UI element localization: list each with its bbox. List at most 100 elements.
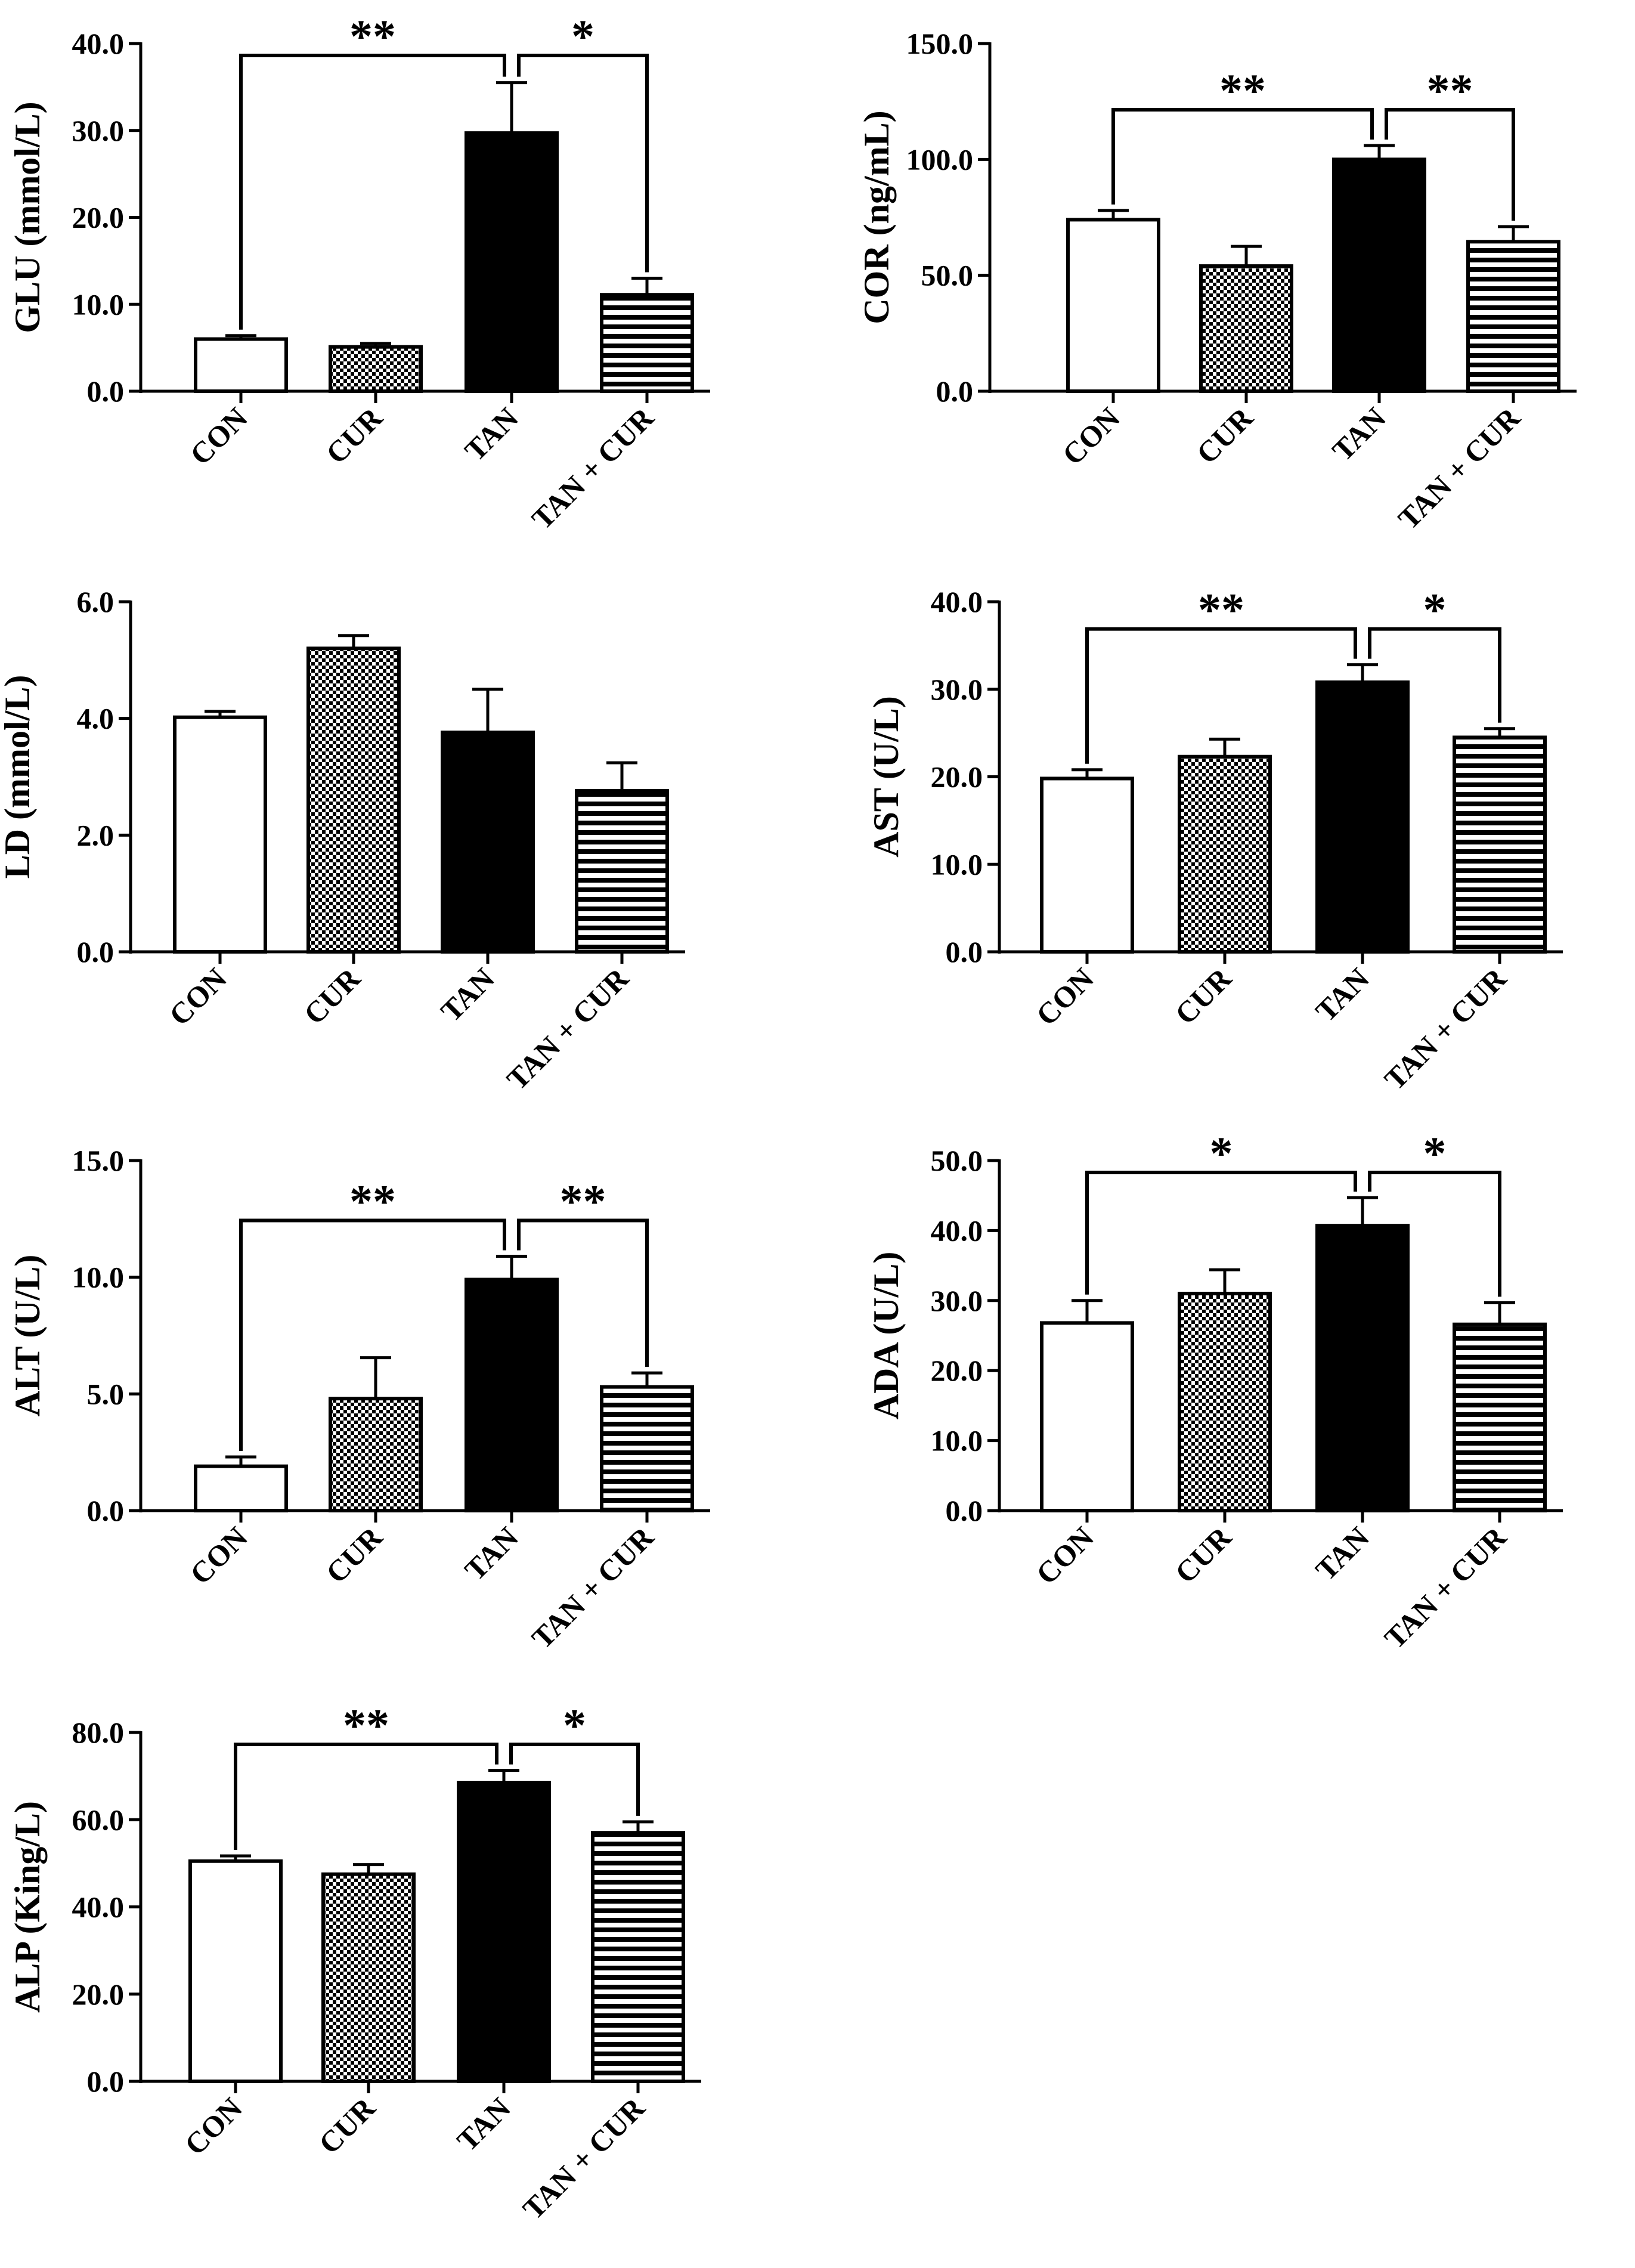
x-tick-label-alt-0: CON [184,1520,254,1591]
significance-bracket-alt-1 [517,1218,649,1367]
bar-ld-3 [575,788,669,954]
bar-alp-3 [591,1831,685,2083]
significance-bracket-ast-1 [1368,627,1501,723]
significance-bracket-ada-1 [1368,1171,1501,1297]
x-tick-label-ld-1: CUR [298,961,367,1031]
bar-cor-3 [1466,240,1560,393]
bar-alp-2 [457,1781,551,2083]
y-tick-label-alp-0: 0.0 [87,2065,125,2098]
y-axis-title-ld: LD (mmol/L) [0,675,37,879]
x-tick-label-alt-3: TAN + CUR [525,1520,661,1656]
bar-cor-2 [1332,157,1426,393]
x-tick-label-ast-1: CUR [1169,961,1238,1031]
chart-glu: 0.0 10.0 20.0 30.0 40.0 CON CUR TAN TAN + CUR GLU… [8,10,710,536]
bar-ast-1 [1178,754,1272,954]
y-tick-label-ada-4: 40.0 [931,1214,983,1247]
x-tick-label-ld-0: CON [163,961,233,1032]
x-tick-label-cor-3: TAN + CUR [1392,401,1527,536]
y-axis-title-ast: AST (U/L) [866,696,906,858]
bar-glu-1 [329,345,423,393]
significance-label-alt-1: ** [560,1175,606,1227]
y-tick-label-ada-2: 20.0 [931,1354,983,1387]
y-tick-label-ast-2: 20.0 [931,760,983,794]
y-tick-label-ast-3: 30.0 [931,673,983,706]
bar-ada-1 [1178,1292,1272,1513]
bar-glu-0 [194,337,288,393]
bar-cor-1 [1199,264,1293,393]
bar-ast-0 [1040,776,1134,954]
significance-label-ada-1: * [1423,1127,1447,1179]
x-tick-label-cor-1: CUR [1190,401,1260,471]
x-tick-label-ada-2: TAN [1309,1520,1376,1587]
x-tick-label-ast-2: TAN [1309,961,1376,1028]
x-tick-label-alt-1: CUR [320,1520,389,1590]
x-tick-label-ada-1: CUR [1169,1520,1238,1590]
significance-bracket-ada-0 [1085,1171,1357,1295]
x-tick-label-alp-2: TAN [450,2091,517,2158]
x-tick-label-glu-0: CON [184,401,254,471]
bar-ast-2 [1315,680,1410,954]
bar-alt-2 [465,1277,559,1513]
x-tick-label-cor-2: TAN [1326,401,1392,468]
x-tick-label-ada-3: TAN + CUR [1378,1520,1513,1656]
y-tick-label-ld-1: 2.0 [77,818,114,852]
y-tick-label-ada-0: 0.0 [946,1494,983,1527]
y-tick-label-ada-1: 10.0 [931,1424,983,1458]
significance-label-alp-0: ** [343,1699,389,1751]
bar-ada-2 [1315,1224,1410,1512]
y-tick-label-glu-3: 30.0 [72,114,125,147]
significance-label-glu-0: ** [349,10,396,62]
y-tick-label-ada-3: 30.0 [931,1284,983,1317]
x-tick-label-ada-0: CON [1030,1520,1100,1591]
chart-alt: 0.0 5.0 10.0 15.0 CON CUR TAN TAN + CUR ALT (U/L… [8,1144,710,1655]
bar-alt-3 [600,1385,694,1512]
y-tick-label-glu-4: 40.0 [72,27,125,60]
y-tick-label-cor-3: 150.0 [906,27,974,60]
y-tick-label-cor-2: 100.0 [906,143,974,176]
y-tick-label-ld-2: 4.0 [77,702,114,735]
y-axis-title-cor: COR (ng/mL) [857,110,896,324]
x-tick-label-alp-0: CON [178,2091,249,2161]
significance-label-glu-1: * [571,10,594,62]
y-tick-label-alt-3: 15.0 [72,1144,125,1177]
significance-label-cor-1: ** [1427,64,1473,116]
significance-bracket-alt-0 [239,1218,506,1451]
y-tick-label-cor-1: 50.0 [921,259,974,292]
x-tick-label-ast-3: TAN + CUR [1378,961,1513,1097]
x-tick-label-ld-2: TAN [434,961,501,1028]
bar-ada-3 [1453,1322,1547,1513]
x-tick-label-glu-2: TAN [458,401,525,468]
bar-alp-0 [188,1859,283,2083]
x-tick-label-ld-3: TAN + CUR [500,961,636,1097]
significance-bracket-ast-0 [1085,627,1357,764]
y-tick-label-ld-3: 6.0 [77,585,114,618]
x-tick-label-ast-0: CON [1030,961,1100,1032]
significance-label-alt-0: ** [349,1175,396,1227]
y-tick-label-glu-1: 10.0 [72,287,125,321]
y-axis-title-glu: GLU (mmol/L) [8,101,47,333]
significance-label-ada-0: * [1210,1127,1233,1179]
y-axis-title-ada: ADA (U/L) [866,1252,906,1420]
chart-ada: 0.0 10.0 20.0 30.0 40.0 50.0 CON CUR TAN TAN + CU… [866,1127,1563,1655]
y-tick-label-alp-4: 80.0 [72,1716,125,1749]
y-tick-label-glu-0: 0.0 [87,375,125,408]
x-tick-label-alp-1: CUR [312,2091,382,2161]
bar-ld-0 [173,715,267,954]
y-tick-label-alt-0: 0.0 [87,1494,125,1527]
x-tick-label-alp-3: TAN + CUR [516,2091,652,2226]
significance-bracket-alp-1 [509,1743,640,1816]
y-tick-label-glu-2: 20.0 [72,201,125,234]
y-axis-title-alt: ALT (U/L) [8,1255,47,1417]
significance-label-alp-1: * [563,1699,586,1751]
significance-bracket-glu-1 [517,54,649,273]
chart-ast: 0.0 10.0 20.0 30.0 40.0 CON CUR TAN TAN + CUR AST… [866,584,1563,1097]
x-tick-label-alt-2: TAN [458,1520,525,1587]
y-axis-title-alp: ALP (King/L) [8,1801,47,2013]
bar-cor-0 [1066,218,1160,393]
x-tick-label-glu-3: TAN + CUR [525,401,661,536]
y-tick-label-ast-4: 40.0 [931,585,983,618]
